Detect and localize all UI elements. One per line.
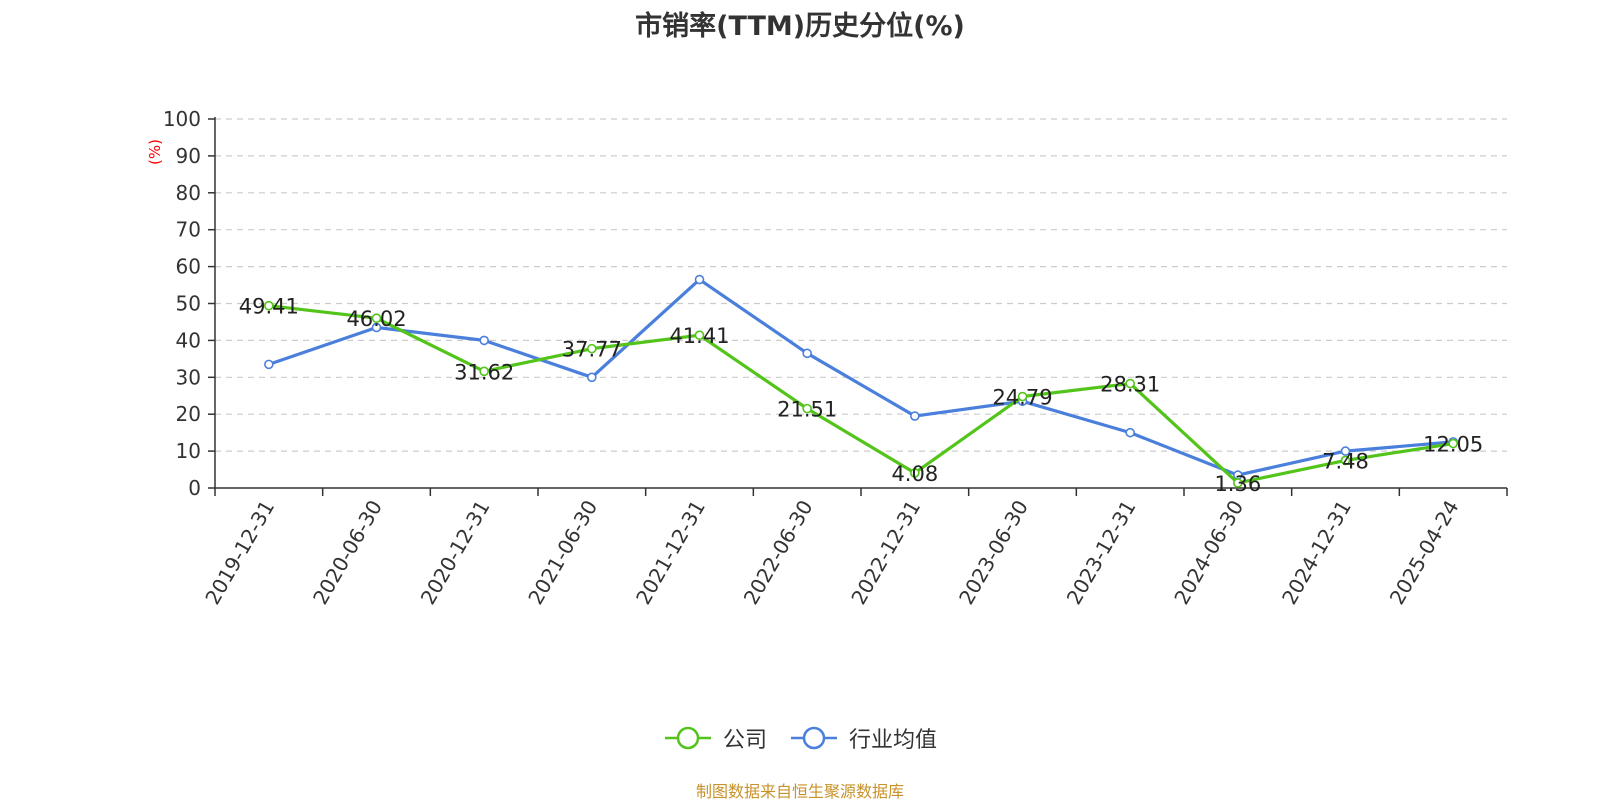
data-label: 49.41: [239, 295, 299, 319]
series-line-0: [268, 304, 1454, 485]
legend-item[interactable]: 公司: [663, 722, 767, 754]
series-point: [264, 300, 274, 311]
axes: [214, 117, 1507, 489]
series-point: [479, 366, 489, 377]
x-tick-label: 2022-06-30: [739, 496, 818, 609]
series-point: [1233, 478, 1243, 488]
source-note: 制图数据来自恒生聚源数据库: [695, 782, 904, 801]
series-point: [371, 313, 382, 323]
series-point: [802, 403, 812, 414]
x-tick-label: 2024-12-31: [1277, 496, 1356, 609]
legend-label: 行业均值: [849, 728, 938, 753]
data-labels: 49.41 46.02 31.62 37.77 41.41 21.51 4.08 24.79 2…: [239, 295, 1483, 496]
series-point: [1017, 391, 1028, 402]
grid-lines: [215, 118, 1507, 452]
data-label: 12.05: [1423, 433, 1483, 457]
x-tick-label: 2020-12-31: [416, 496, 495, 609]
data-label: 46.02: [346, 307, 406, 331]
series-point: [1340, 455, 1351, 466]
series-point: [264, 359, 274, 370]
series-layer: [264, 274, 1458, 488]
series-point: [1448, 438, 1458, 449]
legend-item[interactable]: 行业均值: [789, 722, 937, 754]
series-point: [802, 348, 812, 359]
data-label: 37.77: [562, 338, 622, 362]
y-tick-label: 20: [176, 402, 201, 426]
series-line-1: [268, 277, 1454, 477]
data-label: 31.62: [454, 360, 514, 384]
series-point: [910, 468, 920, 478]
data-label: 24.79: [992, 386, 1052, 410]
series-point: [587, 343, 597, 354]
x-tick-label: 2020-06-30: [308, 496, 387, 609]
data-label: 7.48: [1322, 449, 1369, 473]
series-point: [479, 335, 489, 346]
y-tick-label: 40: [176, 328, 201, 352]
y-tick-label: 10: [176, 439, 201, 463]
x-tick-label: 2023-12-31: [1062, 496, 1141, 609]
legend-marker-icon: [791, 726, 837, 750]
x-tick-label: 2024-06-30: [1169, 496, 1248, 609]
data-label: 41.41: [669, 324, 729, 348]
x-tick-label: 2022-12-31: [846, 496, 925, 609]
y-tick-label: 60: [176, 255, 201, 279]
x-axis-ticks: 2019-12-31 2020-06-30 2020-12-31 2021-06-30…: [200, 488, 1508, 609]
y-axis-unit: (%): [146, 139, 164, 165]
x-tick-label: 2021-12-31: [631, 496, 710, 609]
data-label: 1.36: [1214, 472, 1261, 496]
y-tick-label: 90: [176, 144, 201, 168]
data-label: 28.31: [1100, 373, 1160, 397]
y-axis-ticks: 0 10 20 30 40 50 60 70 80 90 100: [163, 107, 215, 500]
series-point: [587, 372, 597, 383]
y-tick-label: 0: [188, 476, 201, 500]
x-tick-label: 2019-12-31: [200, 496, 279, 609]
chart-title: 市销率(TTM)历史分位(%): [635, 11, 965, 42]
x-tick-label: 2021-06-30: [523, 496, 602, 609]
data-label: 4.08: [891, 462, 938, 486]
series-point: [910, 411, 920, 421]
series-point: [694, 274, 705, 285]
y-tick-label: 50: [176, 292, 201, 316]
data-label: 21.51: [777, 398, 837, 422]
legend: 公司 行业均值: [0, 722, 1600, 754]
x-tick-label: 2025-04-24: [1385, 496, 1464, 609]
legend-label: 公司: [722, 728, 767, 753]
x-tick-label: 2023-06-30: [954, 496, 1033, 609]
series-point: [371, 322, 382, 333]
legend-marker-icon: [664, 726, 711, 750]
y-tick-label: 80: [176, 181, 201, 205]
series-point: [1340, 446, 1351, 456]
series-point: [1125, 427, 1135, 438]
series-point: [694, 330, 705, 340]
y-tick-label: 70: [176, 218, 201, 242]
y-tick-label: 30: [176, 365, 201, 389]
series-point: [1125, 378, 1135, 389]
y-tick-label: 100: [163, 107, 201, 131]
